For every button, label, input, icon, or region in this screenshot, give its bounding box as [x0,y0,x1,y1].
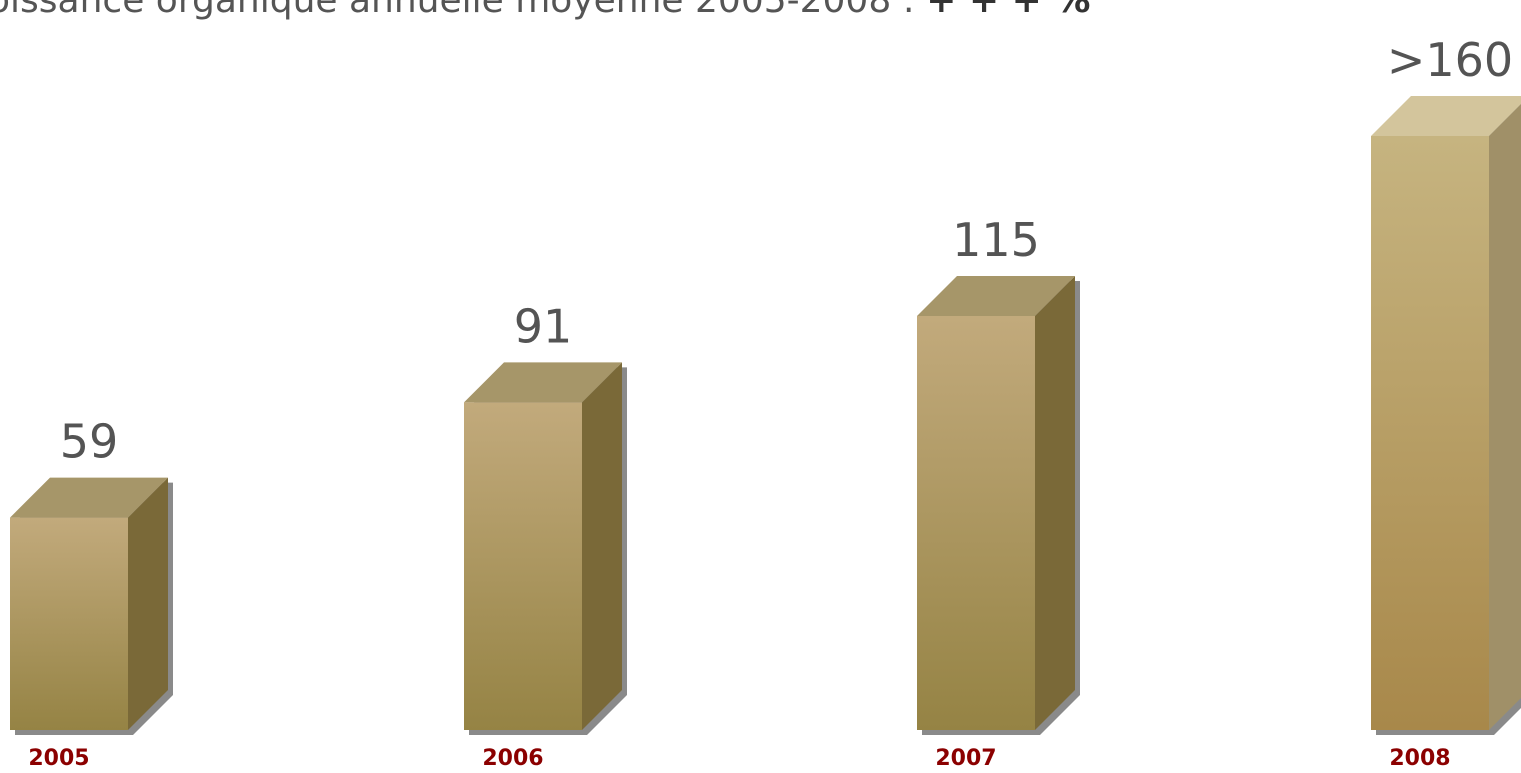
value-label-2008: >160 [1387,33,1513,87]
bar-2006-front [464,402,582,730]
bars-layer: 59 2005 91 2006 115 2007 >160 2008 [10,33,1521,771]
bar-2008-top [1371,96,1521,136]
subtitle-emphasis: + + + % [926,0,1090,21]
value-label-2006: 91 [514,299,573,353]
value-label-2007: 115 [952,213,1040,267]
bar-2006-side [582,362,622,730]
bar-2008-side [1489,104,1521,730]
bar-2005-side [128,477,168,730]
bar-2007-side [1035,276,1075,730]
bar-2007-front [917,316,1035,730]
value-label-2005: 59 [60,415,119,469]
bar-2007-top [917,276,1075,316]
bar-2006-top [464,362,622,403]
bar-2008-front [1371,136,1489,730]
year-label-2006: 2006 [482,746,543,771]
year-label-2007: 2007 [935,746,996,771]
subtitle-text: oissance organique annuelle moyenne 2005… [0,0,926,21]
bar-2005-top [10,477,168,518]
year-label-2005: 2005 [28,746,89,771]
bar-2005-front [10,517,128,730]
chart-subtitle: oissance organique annuelle moyenne 2005… [0,0,1090,21]
year-label-2008: 2008 [1389,746,1450,771]
